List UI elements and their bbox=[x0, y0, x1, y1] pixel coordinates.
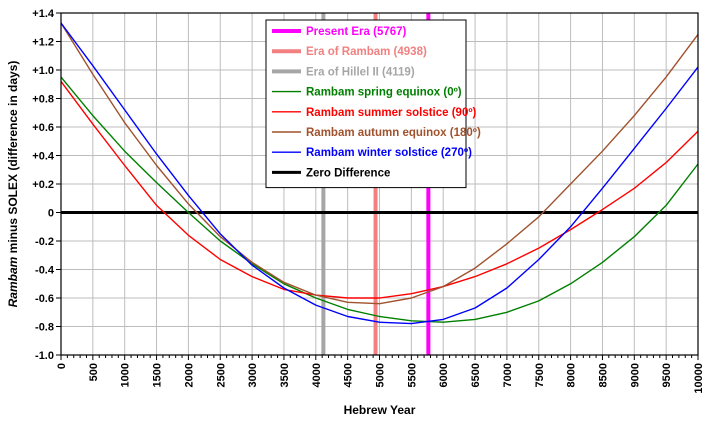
x-tick-labels: 0 500 1000 1500 2000 2500 3000 3500 4000 4500 5000… bbox=[56, 363, 705, 394]
legend-label: Rambam spring equinox (0º) bbox=[306, 87, 462, 99]
legend-label: Present Era (5767) bbox=[306, 26, 407, 38]
y-tick-label: +0.2 bbox=[32, 179, 54, 191]
series-line bbox=[60, 76, 699, 323]
x-tick-label: 9500 bbox=[661, 363, 673, 387]
x-tick-label: 7500 bbox=[534, 363, 546, 387]
x-tick-label: 0 bbox=[56, 363, 68, 369]
y-axis-title-rest: minus SOLEX (difference in days) bbox=[6, 61, 20, 257]
y-tick-label: +1.0 bbox=[32, 65, 54, 77]
legend-box bbox=[265, 19, 467, 189]
y-tick-label: +0.8 bbox=[32, 94, 54, 106]
x-tick-label: 5500 bbox=[406, 363, 418, 387]
x-tick-label: 4000 bbox=[311, 363, 323, 387]
y-axis-title-italic: Rambam bbox=[6, 256, 20, 307]
y-tick-label: +0.6 bbox=[32, 122, 54, 134]
x-tick-label: 6500 bbox=[470, 363, 482, 387]
y-axis-title: Rambam minus SOLEX (difference in days) bbox=[6, 61, 20, 308]
y-tick-label: +0.4 bbox=[32, 151, 55, 163]
y-tick-label: 0 bbox=[48, 208, 54, 220]
y-tick-label: -1.0 bbox=[35, 350, 54, 362]
series-line bbox=[60, 22, 699, 325]
x-tick-label: 4500 bbox=[343, 363, 355, 387]
series-line bbox=[60, 80, 699, 299]
axis-ticks bbox=[56, 12, 699, 360]
series-line bbox=[60, 22, 699, 305]
y-tick-label: +1.4 bbox=[32, 8, 55, 20]
legend: Present Era (5767) Era of Rambam (4938) Er… bbox=[265, 19, 481, 189]
x-tick-label: 3000 bbox=[247, 363, 259, 387]
legend-label: Era of Hillel II (4119) bbox=[306, 66, 415, 78]
x-tick-label: 3500 bbox=[279, 363, 291, 387]
x-tick-label: 2500 bbox=[215, 363, 227, 387]
y-tick-label: -0.2 bbox=[35, 236, 54, 248]
x-tick-label: 8500 bbox=[597, 363, 609, 387]
x-tick-label: 8000 bbox=[566, 363, 578, 387]
y-tick-label: -0.4 bbox=[35, 265, 55, 277]
x-tick-label: 2000 bbox=[183, 363, 195, 387]
legend-label: Era of Rambam (4938) bbox=[306, 46, 427, 58]
x-tick-label: 500 bbox=[88, 363, 100, 381]
x-tick-label: 7000 bbox=[502, 363, 514, 387]
x-tick-label: 1000 bbox=[120, 363, 132, 387]
legend-label: Rambam winter solstice (270º) bbox=[306, 147, 472, 159]
x-tick-label: 1500 bbox=[152, 363, 164, 387]
legend-label: Zero Difference bbox=[306, 167, 390, 179]
y-tick-labels: -1.0 -0.8 -0.6 -0.4 -0.2 0 +0.2 +0.4 +0.6 +0.8 +1.… bbox=[32, 8, 55, 362]
y-tick-label: +1.2 bbox=[32, 37, 54, 49]
y-tick-label: -0.6 bbox=[35, 293, 54, 305]
x-axis-title: Hebrew Year bbox=[344, 403, 416, 417]
y-tick-label: -0.8 bbox=[35, 322, 54, 334]
x-tick-label: 10000 bbox=[693, 363, 705, 394]
series-lines bbox=[60, 22, 699, 325]
x-tick-label: 9000 bbox=[629, 363, 641, 387]
x-tick-label: 5000 bbox=[375, 363, 387, 387]
legend-label: Rambam autumn equinox (180º) bbox=[306, 127, 481, 139]
x-tick-label: 6000 bbox=[438, 363, 450, 387]
legend-label: Rambam summer solstice (90º) bbox=[306, 107, 477, 119]
legend-items: Present Era (5767) Era of Rambam (4938) Er… bbox=[272, 26, 481, 179]
